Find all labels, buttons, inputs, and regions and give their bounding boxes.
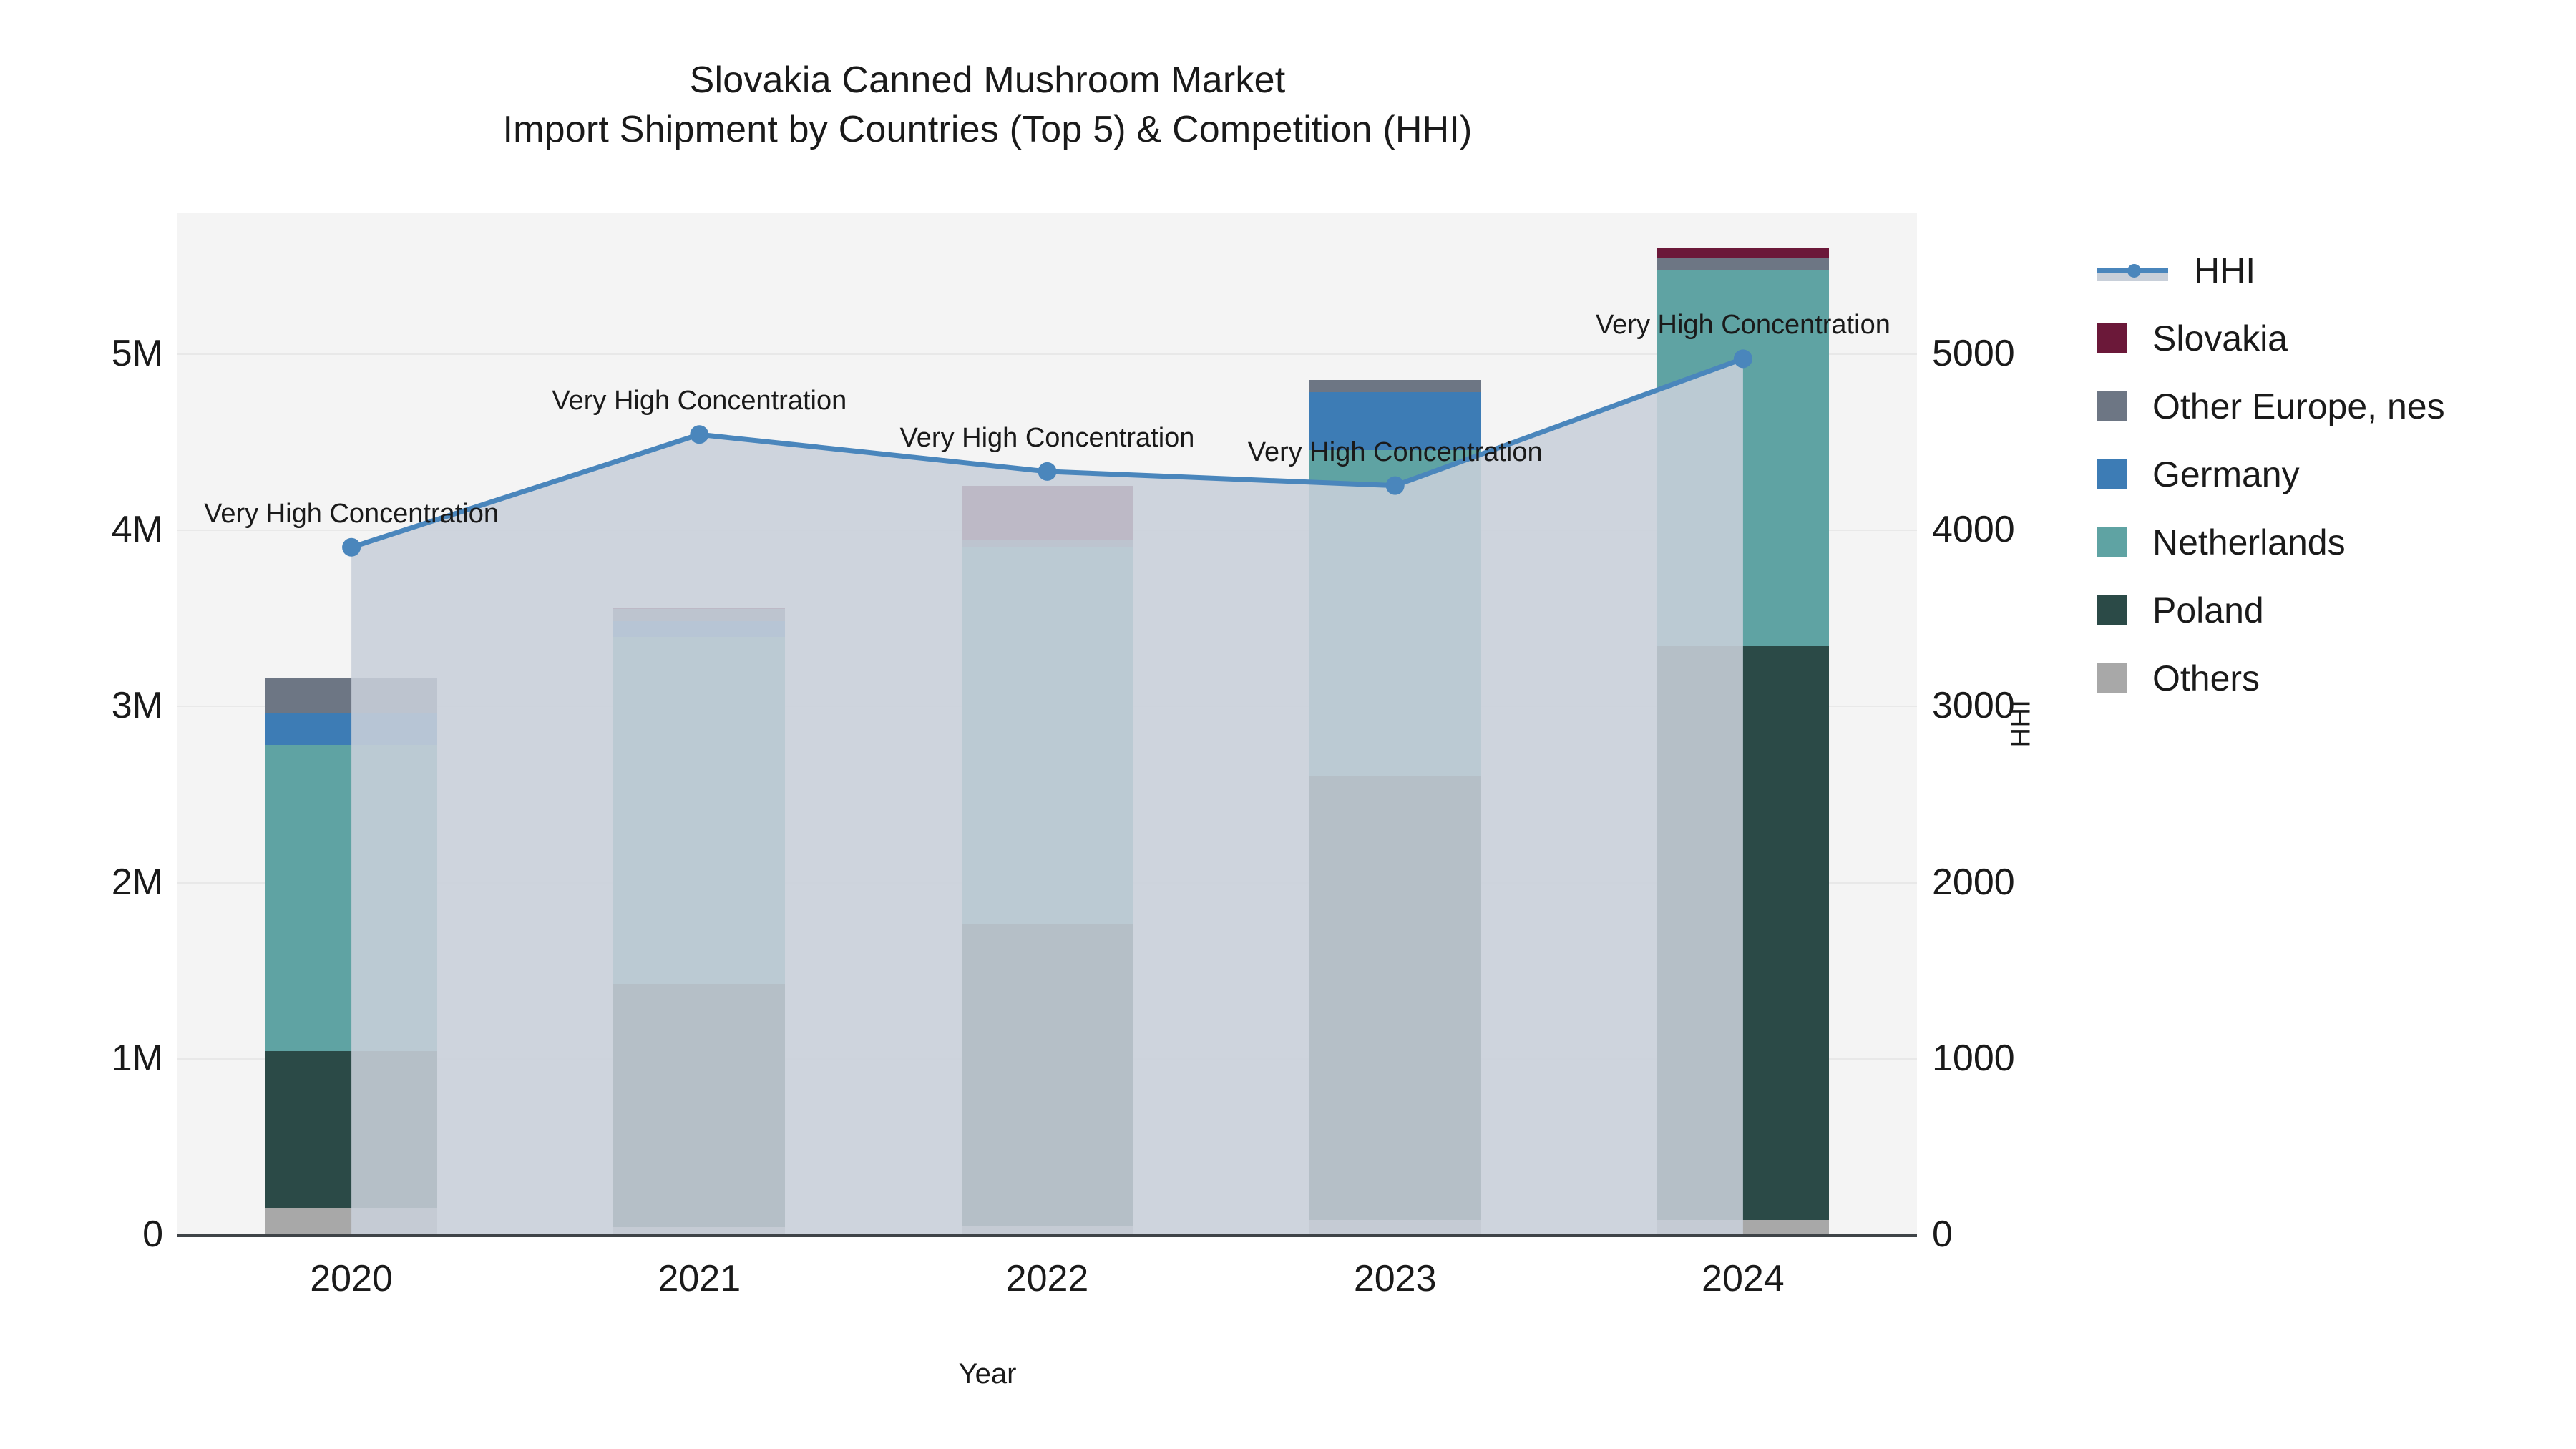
y-axis-left-tick-label: 3M	[111, 685, 163, 727]
legend-item-other-europe-nes[interactable]: Other Europe, nes	[2097, 372, 2555, 440]
bar-segment[interactable]	[265, 1050, 438, 1209]
bar-segment[interactable]	[961, 924, 1133, 1226]
x-axis-tick-label: 2022	[1005, 1258, 1089, 1299]
chart-title: Slovakia Canned Mushroom Market Import S…	[0, 56, 1975, 154]
color-swatch-icon	[2097, 595, 2127, 625]
legend-item-netherlands[interactable]: Netherlands	[2097, 508, 2555, 576]
y-axis-right-tick-label: 2000	[1932, 861, 2015, 903]
legend-item-slovakia[interactable]: Slovakia	[2097, 304, 2555, 372]
hhi-annotation-label: Very High Concentration	[552, 386, 847, 416]
bar-segment[interactable]	[613, 607, 786, 609]
chart-legend: HHI Slovakia Other Europe, nes Germany Nethe…	[2097, 236, 2555, 712]
bar-segment[interactable]	[1309, 450, 1481, 776]
color-swatch-icon	[2097, 459, 2127, 489]
x-axis-tick-label: 2024	[1702, 1258, 1785, 1299]
chart-title-line2: Import Shipment by Countries (Top 5) & C…	[502, 108, 1473, 150]
x-axis-label: Year	[958, 1358, 1017, 1390]
legend-item-label: Other Europe, nes	[2152, 386, 2445, 426]
color-swatch-icon	[2097, 391, 2127, 421]
y-axis-left-tick-label: 1M	[111, 1037, 163, 1079]
x-axis-line	[177, 1234, 1917, 1237]
legend-item-poland[interactable]: Poland	[2097, 576, 2555, 644]
hhi-annotation-label: Very High Concentration	[1595, 310, 1890, 341]
legend-item-others[interactable]: Others	[2097, 644, 2555, 712]
y-axis-left-tick-label: 0	[142, 1214, 163, 1255]
y-axis-right-tick-label: 5000	[1932, 332, 2015, 374]
legend-item-label: Germany	[2152, 454, 2300, 494]
legend-item-label: Slovakia	[2152, 318, 2288, 358]
y-axis-right-tick-label: 0	[1932, 1214, 1953, 1255]
bar-segment[interactable]	[613, 1227, 786, 1234]
bar-segment[interactable]	[265, 1208, 438, 1234]
x-axis-tick-label: 2023	[1353, 1258, 1437, 1299]
gridline	[177, 353, 1917, 355]
y-axis-right-tick-label: 3000	[1932, 685, 2015, 727]
color-swatch-icon	[2097, 323, 2127, 353]
y-axis-left-tick-label: 2M	[111, 861, 163, 903]
color-swatch-icon	[2097, 527, 2127, 557]
legend-item-germany[interactable]: Germany	[2097, 440, 2555, 508]
y-axis-right-tick-label: 1000	[1932, 1037, 2015, 1079]
bar-segment[interactable]	[1657, 1220, 1829, 1234]
bar-segment[interactable]	[613, 621, 786, 638]
bar-segment[interactable]	[1657, 645, 1829, 1221]
y-axis-right-tick-label: 4000	[1932, 509, 2015, 551]
bar-segment[interactable]	[961, 1225, 1133, 1234]
hhi-annotation-label: Very High Concentration	[1247, 436, 1543, 467]
hhi-annotation-label: Very High Concentration	[899, 422, 1195, 453]
hhi-annotation-label: Very High Concentration	[204, 498, 499, 529]
legend-item-label: HHI	[2194, 250, 2256, 291]
bar-segment[interactable]	[1657, 258, 1829, 271]
legend-item-label: Netherlands	[2152, 522, 2346, 562]
bar-segment[interactable]	[1309, 776, 1481, 1221]
bar-segment[interactable]	[961, 540, 1133, 547]
bar-segment[interactable]	[265, 713, 438, 745]
bar-segment[interactable]	[613, 637, 786, 985]
plot-area	[177, 213, 1917, 1234]
y-axis-left-tick-label: 5M	[111, 332, 163, 374]
y-axis-right-label: HHI	[2006, 699, 2036, 748]
chart-title-line1: Slovakia Canned Mushroom Market	[689, 59, 1286, 101]
line-marker-icon	[2097, 255, 2168, 286]
bar-segment[interactable]	[1309, 1220, 1481, 1234]
bar-segment[interactable]	[1309, 379, 1481, 393]
bar-segment[interactable]	[265, 744, 438, 1051]
bar-segment[interactable]	[613, 608, 786, 622]
bar-segment[interactable]	[265, 677, 438, 713]
bar-segment[interactable]	[1657, 248, 1829, 258]
bar-segment[interactable]	[961, 547, 1133, 924]
legend-item-label: Poland	[2152, 590, 2264, 630]
x-axis-tick-label: 2020	[310, 1258, 393, 1299]
legend-item-hhi[interactable]: HHI	[2097, 236, 2555, 304]
color-swatch-icon	[2097, 663, 2127, 693]
x-axis-tick-label: 2021	[658, 1258, 741, 1299]
bar-segment[interactable]	[961, 485, 1133, 540]
bar-segment[interactable]	[613, 984, 786, 1228]
legend-item-label: Others	[2152, 658, 2260, 698]
y-axis-left-tick-label: 4M	[111, 509, 163, 551]
